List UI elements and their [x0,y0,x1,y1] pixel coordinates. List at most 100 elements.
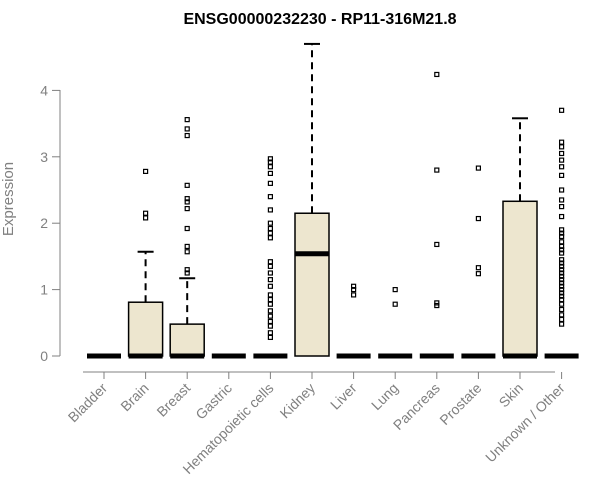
outlier-point [267,296,273,303]
outlier-point [267,308,273,314]
x-tick-label: Kidney [277,380,319,422]
outlier-point [434,241,440,248]
x-tick-label: Prostate [436,380,484,428]
outlier-point [558,157,565,163]
x-tick-label: Brain [117,380,151,414]
box-group [419,71,454,359]
outlier-point [267,235,273,241]
box-group [294,42,330,357]
box-rect [169,323,205,357]
outlier-point [143,215,149,221]
outlier-point [267,330,273,336]
outlier-point [558,270,565,276]
outlier-point [351,287,357,293]
outlier-point [184,117,190,123]
outlier-point [558,233,565,240]
box-group [169,117,205,359]
outlier-point [558,306,565,313]
outlier-point [267,225,273,232]
outlier-point [558,273,565,279]
outlier-point [351,292,357,298]
outlier-point [434,302,440,309]
outlier-point [558,239,565,245]
outlier-point [558,204,565,210]
outlier-point [558,260,565,266]
y-axis-label: Expression [0,162,17,236]
outlier-point [184,267,190,273]
box-rect [127,301,164,357]
boxes [87,42,579,359]
box-group [378,287,413,359]
outlier-point [184,126,190,132]
outlier-point [558,243,565,250]
outlier-point [267,207,273,213]
outlier-point [267,180,273,186]
box-group [127,168,164,359]
outlier-point [558,227,565,233]
outlier-point [184,132,190,139]
outlier-point [558,247,565,253]
outlier-point [267,323,273,329]
outlier-point [558,213,565,220]
outlier-point [558,296,565,303]
outlier-point [267,263,273,269]
outlier-point [184,243,190,250]
outlier-point [267,159,273,165]
outlier-point [434,167,440,173]
outlier-point [558,107,565,113]
outlier-point [184,225,190,232]
outlier-point [558,139,565,145]
y-ticks: 0 1 2 3 4 [40,82,60,364]
outlier-point [558,150,565,157]
outlier-point [558,312,565,318]
outlier-point [558,280,565,286]
y-tick-label: 2 [40,215,48,231]
x-tick-label: Liver [327,380,360,413]
outlier-point [184,249,190,255]
outlier-point [267,259,273,265]
outlier-point [558,290,565,296]
outlier-point [475,215,481,222]
outlier-point [143,168,149,175]
box-rect [502,200,538,357]
y-tick-label: 3 [40,149,48,165]
outlier-point [558,187,565,193]
outlier-point [558,263,565,269]
outlier-point [267,334,273,341]
outlier-point [392,301,398,307]
outlier-point [184,182,190,188]
outlier-point [558,283,565,289]
outlier-point [475,271,481,277]
y-tick-label: 4 [40,82,48,98]
outlier-point [558,267,565,273]
outlier-point [184,205,190,212]
outlier-point [558,277,565,283]
outlier-point [267,156,273,162]
outlier-point [558,301,565,307]
outlier-point [434,300,440,306]
box-group [253,156,288,359]
box-group [544,107,579,359]
outlier-point [184,199,190,205]
outlier-point [475,265,481,271]
outlier-point [392,287,398,293]
x-tick-label: Lung [368,380,401,413]
outlier-point [267,313,273,319]
outlier-point [558,172,565,178]
outlier-point [267,194,273,200]
box-group [461,165,496,359]
outlier-point [267,301,273,307]
outlier-point [267,230,273,236]
outlier-point [558,257,565,263]
outlier-point [267,170,273,176]
box-group [336,283,371,359]
outlier-point [143,210,149,216]
outlier-point [558,250,565,256]
x-tick-label: Breast [153,380,193,420]
x-tick-label: Unknown / Other [482,380,568,466]
outlier-point [558,144,565,150]
outlier-point [558,287,565,293]
outlier-point [267,283,273,289]
